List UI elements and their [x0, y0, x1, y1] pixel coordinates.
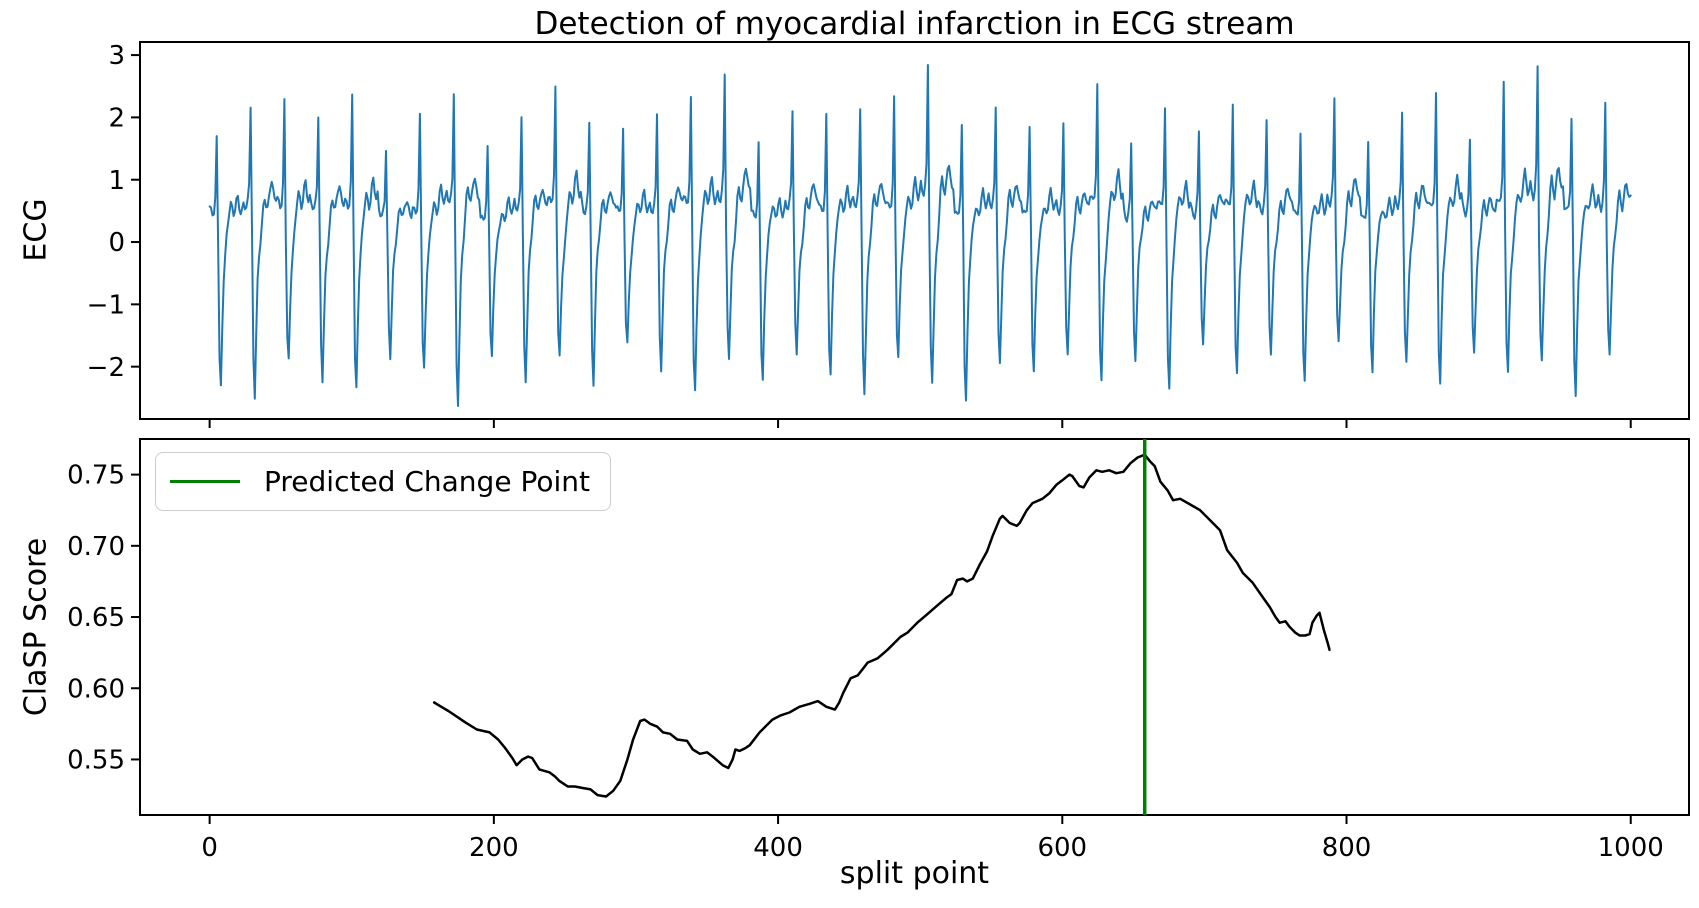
- x-axis-label: split point: [839, 856, 990, 891]
- ecg-y-axis-label: ECG: [18, 198, 54, 262]
- legend-label: Predicted Change Point: [264, 465, 590, 498]
- x-tick-label: 1000: [1598, 833, 1664, 863]
- y-tick-label: 0.60: [67, 674, 125, 704]
- legend-box: Predicted Change Point: [155, 452, 611, 511]
- y-tick-label: 0.55: [67, 746, 125, 776]
- y-tick-label: 1: [108, 166, 125, 196]
- y-tick-label: −1: [87, 290, 125, 320]
- y-tick-label: −2: [87, 353, 125, 383]
- clasp-y-axis-label: ClaSP Score: [18, 537, 54, 717]
- y-tick-label: 0: [108, 228, 125, 258]
- x-tick-label: 400: [753, 833, 803, 863]
- clasp-score-axes-frame: [139, 438, 1690, 816]
- x-tick-label: 600: [1037, 833, 1087, 863]
- change-point-legend-line-icon: [170, 479, 240, 484]
- y-tick-label: 0.75: [67, 461, 125, 491]
- x-tick-label: 800: [1322, 833, 1372, 863]
- ecg-stream-axes-frame: [139, 41, 1690, 420]
- y-tick-label: 0.65: [67, 603, 125, 633]
- y-tick-label: 3: [108, 41, 125, 71]
- figure-title: Detection of myocardial infarction in EC…: [534, 6, 1295, 42]
- y-tick-label: 2: [108, 104, 125, 134]
- clasp-score-line: [432, 453, 1331, 798]
- ecg-stream-line: [208, 64, 1632, 407]
- y-tick-label: 0.70: [67, 532, 125, 562]
- x-tick-label: 0: [201, 833, 218, 863]
- x-tick-label: 200: [469, 833, 519, 863]
